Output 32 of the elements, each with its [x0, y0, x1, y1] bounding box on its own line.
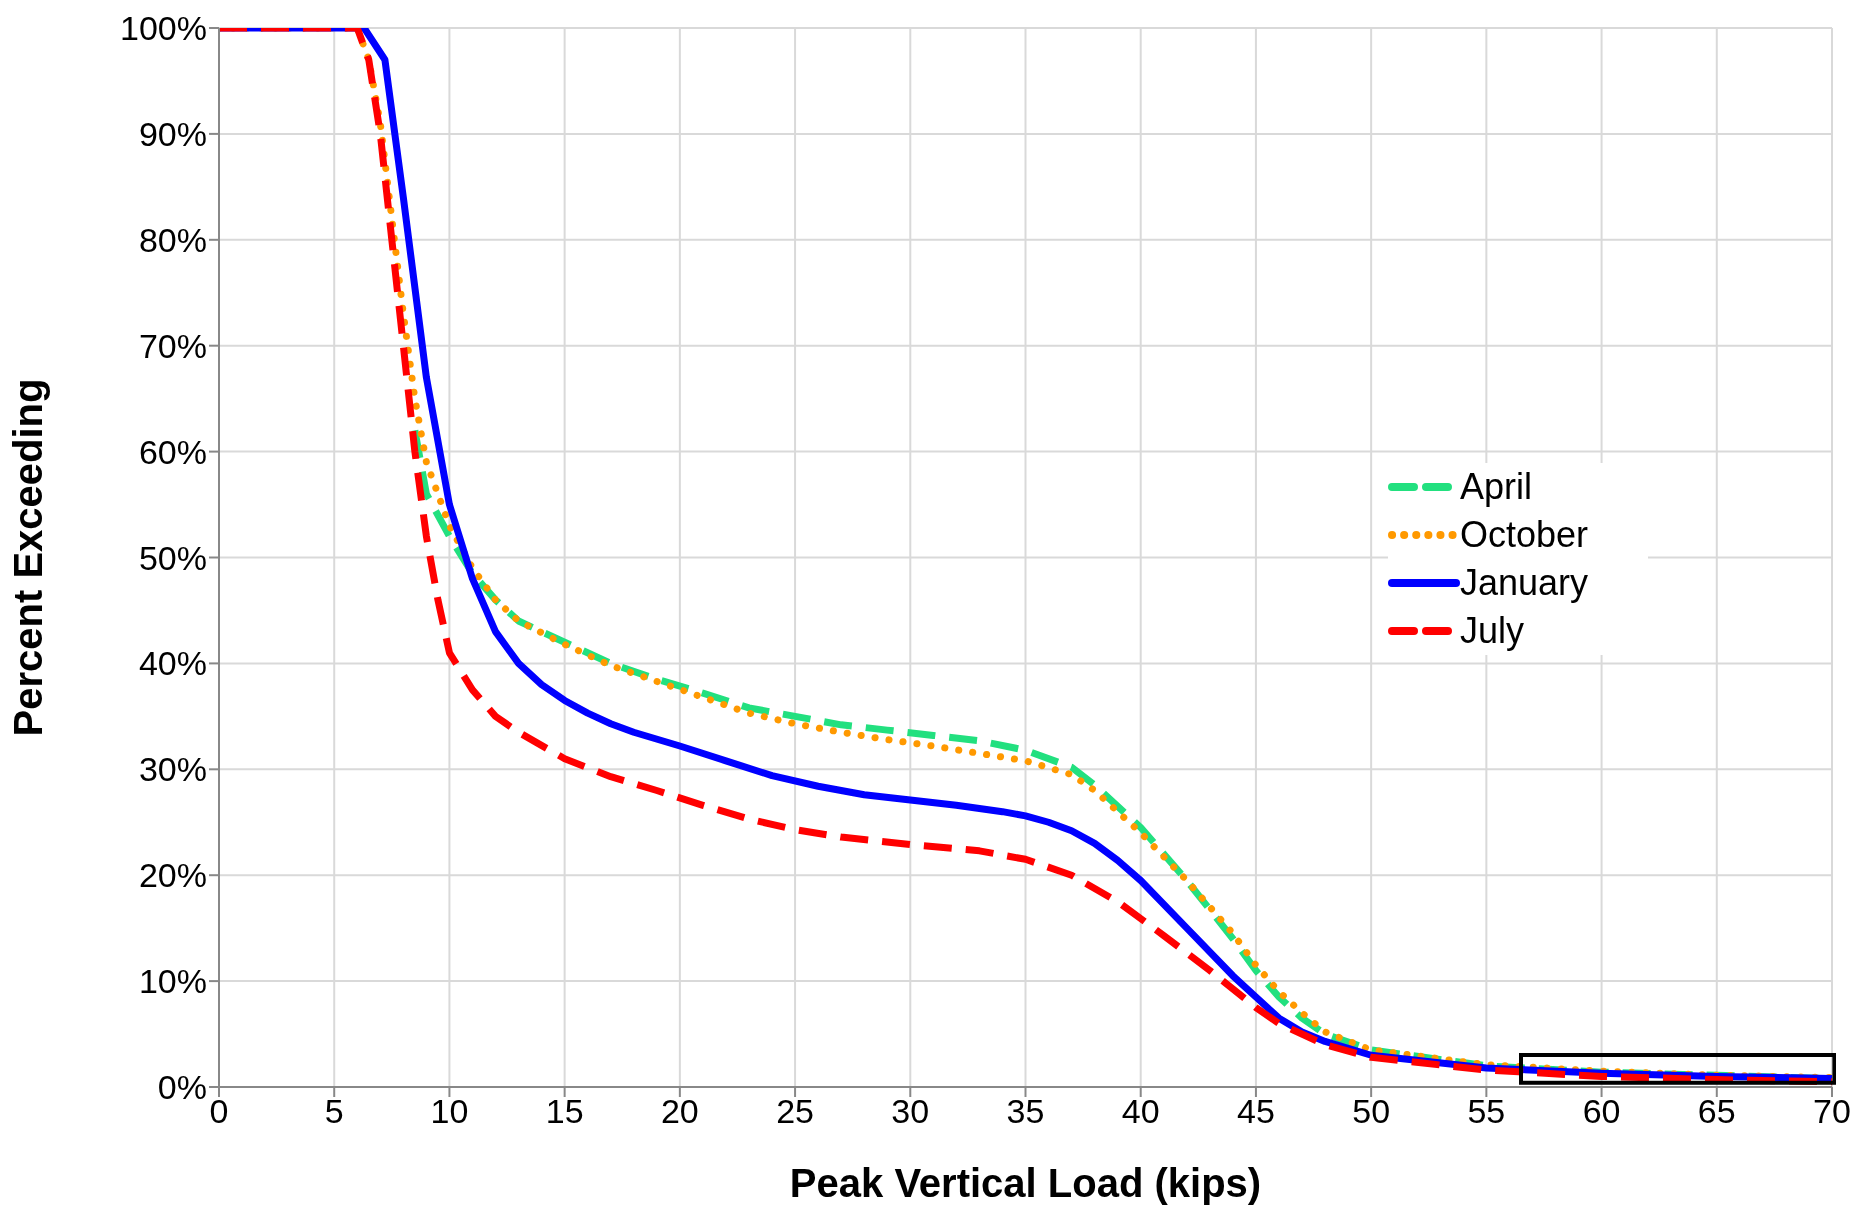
x-tick-label: 25 — [776, 1092, 814, 1131]
y-tick-label: 70% — [138, 326, 207, 365]
y-tick-label: 50% — [138, 538, 207, 577]
x-tick-label: 60 — [1582, 1092, 1621, 1131]
y-tick-label: 30% — [138, 750, 207, 789]
y-tick-label: 10% — [138, 962, 207, 1001]
x-tick-label: 70 — [1813, 1092, 1851, 1131]
legend-label: April — [1460, 466, 1533, 508]
legend-label: July — [1460, 610, 1525, 652]
y-tick-label: 60% — [138, 432, 207, 471]
legend-label: January — [1460, 562, 1589, 604]
x-axis-title: Peak Vertical Load (kips) — [789, 1161, 1262, 1205]
y-tick-label: 40% — [138, 644, 207, 683]
x-tick-label: 20 — [660, 1092, 699, 1131]
x-tick-label: 10 — [430, 1092, 469, 1131]
y-tick-label: 90% — [138, 114, 207, 153]
x-tick-label: 55 — [1467, 1092, 1506, 1131]
y-tick-label: 100% — [120, 9, 207, 48]
x-tick-label: 15 — [545, 1092, 584, 1131]
y-axis-title: Percent Exceeding — [6, 378, 51, 737]
x-tick-label: 0 — [209, 1092, 229, 1131]
x-tick-label: 40 — [1121, 1092, 1160, 1131]
y-tick-label: 0% — [157, 1068, 207, 1107]
y-tick-label: 80% — [138, 220, 207, 259]
y-tick-label: 20% — [138, 856, 207, 895]
x-tick-label: 5 — [324, 1092, 344, 1131]
x-tick-label: 65 — [1697, 1092, 1736, 1131]
x-tick-label: 30 — [891, 1092, 930, 1131]
x-tick-label: 45 — [1237, 1092, 1275, 1131]
legend-label: October — [1460, 514, 1589, 556]
x-tick-label: 50 — [1352, 1092, 1391, 1131]
x-tick-label: 35 — [1006, 1092, 1045, 1131]
